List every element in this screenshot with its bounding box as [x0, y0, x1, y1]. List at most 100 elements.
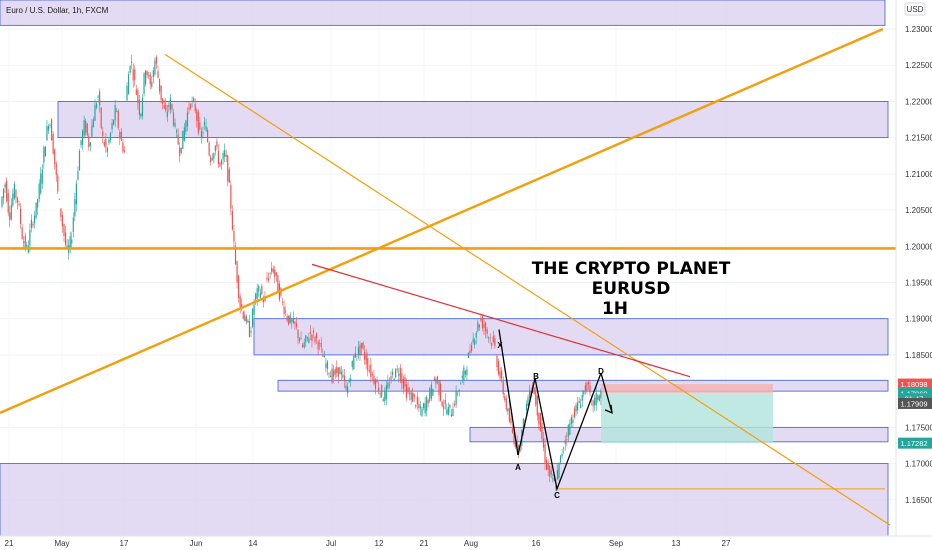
candle-body-375: [584, 385, 586, 392]
candle-body-155: [242, 311, 244, 319]
price-axis[interactable]: USD 1.230001.225001.220001.215001.210001…: [895, 0, 932, 536]
candle-body-24: [38, 183, 40, 200]
candle-body-147: [230, 185, 232, 209]
candle-body-175: [274, 269, 276, 277]
candle-body-137: [214, 145, 216, 151]
candle-body-362: [564, 440, 566, 444]
candle-body-132: [207, 129, 209, 142]
candle-body-136: [213, 153, 215, 159]
candle-body-272: [424, 403, 426, 414]
candle-body-303: [472, 338, 474, 343]
zone-5: [0, 463, 889, 537]
candle-body-164: [256, 288, 258, 299]
price-tag-0: [898, 378, 932, 390]
candle-body-123: [193, 98, 195, 102]
candle-body-161: [251, 309, 254, 327]
candle-body-247: [385, 385, 387, 400]
candle-body-348: [542, 438, 545, 448]
x-tick-label-0: 21: [5, 539, 14, 548]
candle-body-329: [513, 432, 515, 445]
candle-body-265: [413, 393, 415, 397]
candle-body-142: [222, 153, 224, 160]
candle-body-49: [77, 171, 79, 180]
candle-body-241: [376, 380, 378, 383]
candle-body-29: [46, 126, 48, 141]
candle-body-385: [600, 391, 602, 399]
projection-arrow-shaft: [600, 372, 613, 414]
time-axis[interactable]: 21 May 17 Jun 14 Jul 12 21 Aug 16 Sep 13 27: [0, 535, 932, 548]
candle-body-238: [371, 374, 373, 376]
candle-body-148: [231, 210, 233, 230]
trendlines-layer: [0, 27, 896, 526]
candle-body-337: [525, 403, 528, 411]
candle-body-72: [113, 119, 115, 125]
take-profit-area: [601, 393, 773, 444]
candle-body-8: [13, 184, 15, 199]
candle-body-274: [427, 400, 429, 404]
candle-body-170: [266, 277, 268, 280]
candle-body-191: [298, 338, 301, 342]
candle-body-240: [374, 379, 377, 389]
candle-body-5: [9, 212, 11, 221]
candle-body-259: [404, 377, 406, 387]
candle-body-204: [319, 343, 321, 345]
candle-body-94: [148, 75, 150, 77]
candle-body-135: [211, 158, 213, 160]
y-tick-label-11: 1.17000: [905, 460, 932, 469]
candle-body-313: [488, 337, 490, 339]
candle-body-186: [291, 319, 293, 322]
candle-body-70: [109, 132, 112, 141]
candle-body-361: [563, 447, 565, 449]
candle-body-226: [353, 355, 355, 370]
candle-body-257: [401, 373, 403, 383]
candle-body-320: [499, 371, 501, 379]
candle-body-19: [30, 219, 33, 228]
point-labels: X A B C D: [497, 341, 604, 500]
candle-body-263: [410, 392, 412, 401]
candle-body-21: [33, 215, 36, 224]
candle-body-343: [535, 392, 537, 405]
candle-body-95: [149, 74, 151, 85]
candle-body-193: [302, 344, 304, 347]
candle-body-229: [357, 346, 360, 356]
candle-body-22: [35, 202, 37, 218]
candle-body-325: [507, 408, 509, 411]
candle-body-124: [194, 104, 196, 112]
currency-label: USD: [907, 5, 924, 14]
candle-body-268: [418, 404, 420, 409]
candle-body-296: [461, 375, 463, 379]
candle-body-353: [550, 470, 552, 475]
candle-body-190: [297, 329, 299, 339]
candle-body-331: [516, 440, 518, 448]
candle-body-323: [504, 396, 506, 400]
candle-body-66: [103, 141, 105, 147]
candle-body-288: [449, 404, 451, 408]
y-tick-label-6: 1.20000: [905, 242, 932, 251]
y-tick-label-10: 1.17500: [905, 423, 932, 432]
y-tick-label-5: 1.20500: [905, 206, 932, 215]
candle-body-220: [343, 375, 346, 382]
candle-body-153: [239, 296, 241, 308]
candle-body-103: [162, 98, 164, 104]
candle-body-335: [522, 419, 524, 432]
candle-body-215: [336, 367, 338, 373]
candle-body-219: [342, 374, 344, 378]
candle-body-223: [348, 380, 350, 383]
x-tick-label-9: 16: [532, 539, 541, 548]
candle-body-79: [123, 150, 126, 152]
candle-body-187: [292, 318, 294, 324]
candle-body-67: [105, 138, 107, 148]
candle-body-301: [469, 350, 471, 353]
candle-body-38: [60, 208, 62, 217]
candle-body-250: [390, 376, 392, 380]
candle-body-213: [333, 370, 335, 377]
candle-body-330: [515, 443, 517, 448]
candle-body-327: [510, 418, 512, 424]
candle-body-166: [259, 292, 261, 298]
candle-body-358: [558, 462, 560, 478]
candle-body-280: [436, 376, 439, 382]
candle-body-58: [91, 125, 93, 137]
zone-0: [0, 0, 886, 26]
candle-body-134: [210, 156, 212, 163]
